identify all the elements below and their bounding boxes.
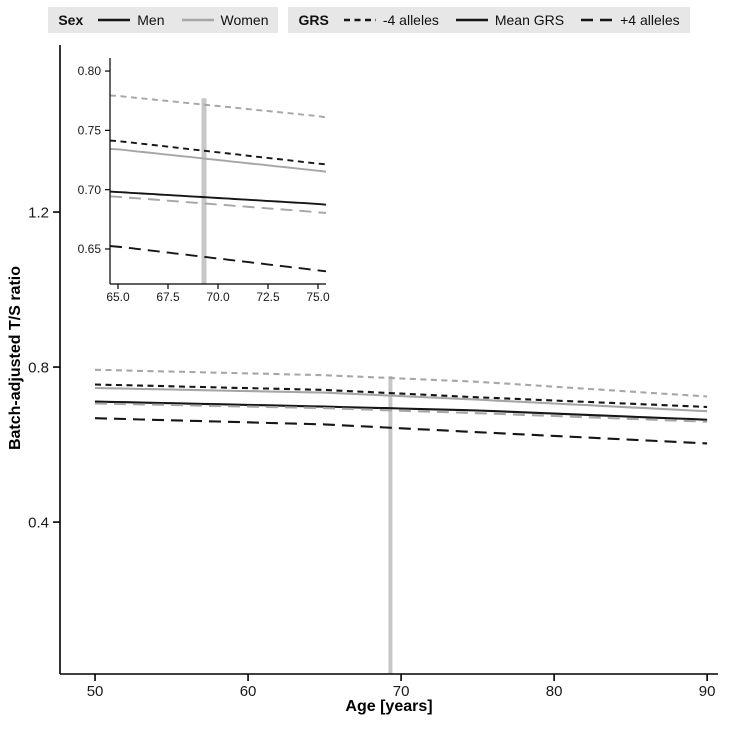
y-tick-label: 0.80 xyxy=(78,64,102,78)
inset-panel: 65.0 67.5 70.0 72.5 75.0 0.65 0.70 0.75 0.80 xyxy=(78,58,330,304)
series-line-women-+4-alleles xyxy=(109,195,327,214)
y-tick-label: 0.70 xyxy=(78,183,102,197)
y-tick-label: 0.65 xyxy=(78,242,102,256)
legend-item-mean-grs: Mean GRS xyxy=(455,12,564,28)
legend-item-men: Men xyxy=(97,12,165,28)
legend-item-label: Men xyxy=(137,12,165,28)
x-tick-label: 72.5 xyxy=(256,290,280,304)
legend-item-label: Mean GRS xyxy=(494,12,565,28)
legend-item-women: Women xyxy=(181,12,269,28)
series-line-women-+4-alleles xyxy=(94,402,708,423)
legend: Sex Men Women GRS -4 alleles Mean GRS +4 al… xyxy=(0,7,738,33)
series-line-women--4-alleles xyxy=(109,94,327,119)
legend-key-line-icon xyxy=(343,18,376,22)
legend-key-line-icon xyxy=(455,18,488,22)
series-line-women-mean-grs xyxy=(109,148,327,173)
series-line-men--4-alleles xyxy=(94,383,708,409)
x-axis-label: Age [years] xyxy=(345,698,433,715)
legend-items-sex: Men Women xyxy=(97,12,268,28)
legend-items-grs: -4 alleles Mean GRS +4 alleles xyxy=(343,12,680,28)
x-tick-label: 75.0 xyxy=(306,290,330,304)
x-tick-label: 67.5 xyxy=(156,290,180,304)
y-axis-label: Batch-adjusted T/S ratio xyxy=(7,265,24,451)
series-line-women-mean-grs xyxy=(94,386,708,413)
x-tick-label: 70 xyxy=(393,683,410,700)
series-line-women--4-alleles xyxy=(94,368,708,398)
series-line-men-+4-alleles xyxy=(94,417,708,445)
legend-item-+4-alleles: +4 alleles xyxy=(580,12,680,28)
legend-item-label: -4 alleles xyxy=(382,12,439,28)
x-tick-label: 70.0 xyxy=(206,290,230,304)
legend-item--4-alleles: -4 alleles xyxy=(343,12,439,28)
series-line-men--4-alleles xyxy=(109,139,327,166)
legend-group-grs: GRS -4 alleles Mean GRS +4 alleles xyxy=(288,7,690,33)
x-tick-label: 50 xyxy=(87,683,104,700)
x-tick-label: 90 xyxy=(699,683,716,700)
main-panel: 50 60 70 80 90 0.4 0.8 1.2 xyxy=(28,45,718,700)
legend-group-sex: Sex Men Women xyxy=(48,7,279,33)
x-tick-label: 80 xyxy=(546,683,563,700)
y-tick-label: 0.4 xyxy=(28,514,49,531)
y-tick-label: 0.8 xyxy=(28,359,49,376)
series-line-men-mean-grs xyxy=(94,400,708,421)
legend-title-sex: Sex xyxy=(58,12,84,28)
legend-key-line-icon xyxy=(181,18,214,22)
legend-key-line-icon xyxy=(98,18,131,22)
series-line-men-mean-grs xyxy=(109,190,327,206)
legend-title-grs: GRS xyxy=(298,12,329,28)
legend-item-label: Women xyxy=(220,12,269,28)
y-tick-label: 0.75 xyxy=(78,124,102,138)
series-line-men-+4-alleles xyxy=(109,245,327,273)
x-tick-label: 65.0 xyxy=(106,290,130,304)
legend-item-label: +4 alleles xyxy=(620,12,680,28)
y-tick-label: 1.2 xyxy=(28,204,49,221)
x-tick-label: 60 xyxy=(240,683,257,700)
legend-key-line-icon xyxy=(581,18,614,22)
